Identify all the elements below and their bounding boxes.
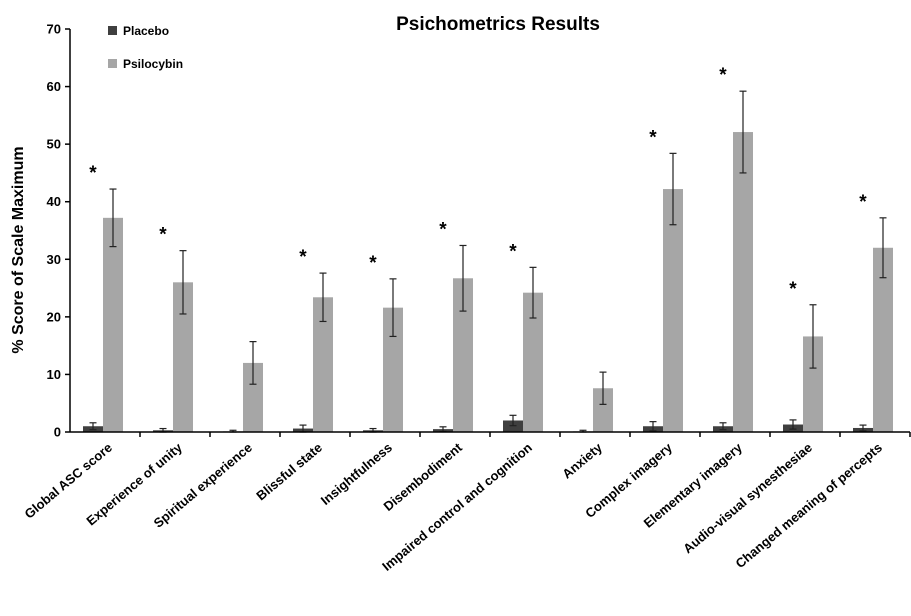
- chart-title: Psichometrics Results: [396, 14, 600, 35]
- legend-swatch-placebo: [108, 26, 117, 35]
- bar-psilocybin-global-asc-score: [103, 217, 123, 432]
- x-tick-label: Changed meaning of percepts: [733, 440, 885, 571]
- bar-psilocybin-blissful-state: [313, 297, 333, 432]
- bar-psilocybin-audio-visual-synesthesiae: [803, 336, 823, 432]
- x-tick-label: Anxiety: [559, 439, 605, 481]
- significance-star: *: [439, 219, 447, 240]
- legend-label-psilocybin: Psilocybin: [123, 57, 183, 71]
- significance-star: *: [509, 241, 517, 262]
- bar-psilocybin-complex-imagery: [663, 189, 683, 432]
- significance-star: *: [859, 192, 867, 213]
- x-tick-label: Insightfulness: [318, 440, 395, 508]
- y-tick-label: 30: [47, 252, 61, 267]
- y-tick-label: 50: [47, 137, 61, 152]
- bar-psilocybin-insightfulness: [383, 307, 403, 432]
- bar-psilocybin-spiritual-experience: [243, 362, 263, 432]
- bar-psilocybin-anxiety: [593, 388, 613, 432]
- bar-psilocybin-experience-of-unity: [173, 282, 193, 432]
- significance-star: *: [159, 225, 167, 246]
- significance-star: *: [299, 247, 307, 268]
- significance-star: *: [719, 65, 727, 86]
- legend-swatch-psilocybin: [108, 59, 117, 68]
- y-tick-label: 40: [47, 194, 61, 209]
- x-tick-label: Audio-visual synesthesiae: [680, 440, 815, 556]
- y-tick-label: 20: [47, 309, 61, 324]
- y-tick-label: 10: [47, 367, 61, 382]
- significance-star: *: [789, 279, 797, 300]
- x-tick-label: Impaired control and cognition: [379, 440, 535, 574]
- significance-star: *: [649, 127, 657, 148]
- bar-psilocybin-disembodiment: [453, 278, 473, 432]
- bar-psilocybin-elementary-imagery: [733, 132, 753, 432]
- y-tick-label: 0: [54, 425, 61, 440]
- error-bars: [89, 90, 887, 433]
- y-tick-label: 60: [47, 79, 61, 94]
- y-axis: 0 10 20 30 40 50 60 70: [47, 22, 71, 440]
- significance-star: *: [89, 163, 97, 184]
- legend: Placebo Psilocybin: [108, 24, 183, 71]
- bar-psilocybin-changed-meaning-of-percepts: [873, 247, 893, 432]
- legend-label-placebo: Placebo: [123, 24, 169, 38]
- x-tick-label: Blissful state: [253, 440, 325, 504]
- y-axis-label: % Score of Scale Maximum: [10, 146, 27, 353]
- bars: [83, 132, 893, 432]
- y-tick-label: 70: [47, 22, 61, 37]
- significance-star: *: [369, 253, 377, 274]
- significance-markers: * * * * * * * * * *: [89, 65, 867, 300]
- bar-psilocybin-impaired-control-and-cognition: [523, 292, 543, 432]
